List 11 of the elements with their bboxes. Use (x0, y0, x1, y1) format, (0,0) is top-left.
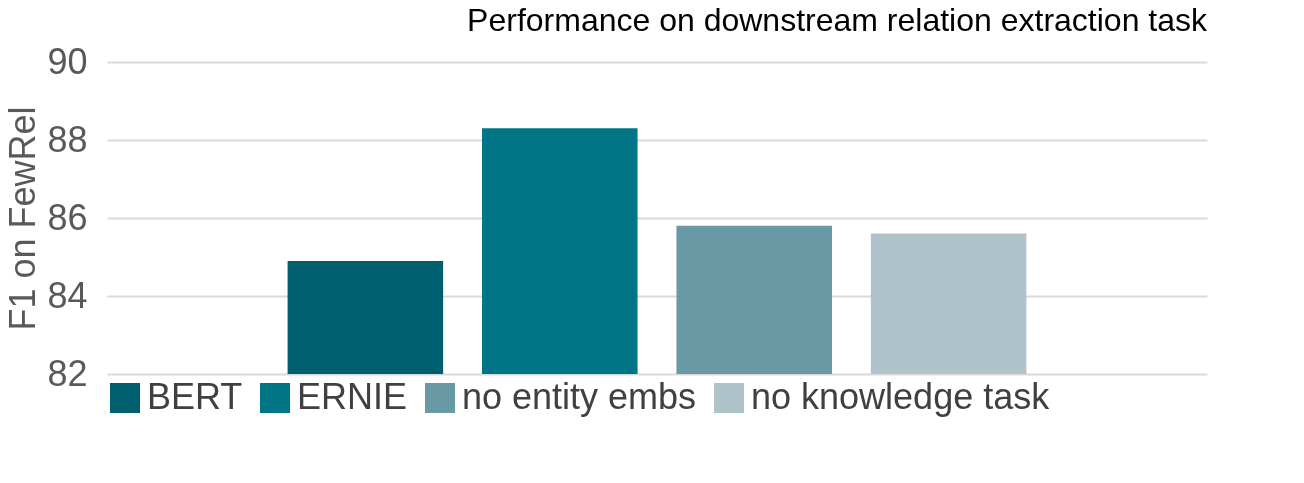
y-tick-label: 90 (47, 40, 88, 82)
y-tick-label: 84 (47, 274, 88, 316)
y-axis-title: F1 on FewRel (2, 106, 44, 331)
y-tick-label: 88 (47, 118, 88, 160)
legend-label: ERNIE (297, 376, 408, 417)
legend-label: BERT (147, 376, 243, 417)
legend-label: no entity embs (462, 376, 697, 417)
legend-label: no knowledge task (751, 376, 1051, 417)
y-tick-label: 82 (47, 352, 88, 394)
y-tick-label: 86 (47, 196, 88, 238)
chart-title: Performance on downstream relation extraction task (467, 2, 1208, 38)
